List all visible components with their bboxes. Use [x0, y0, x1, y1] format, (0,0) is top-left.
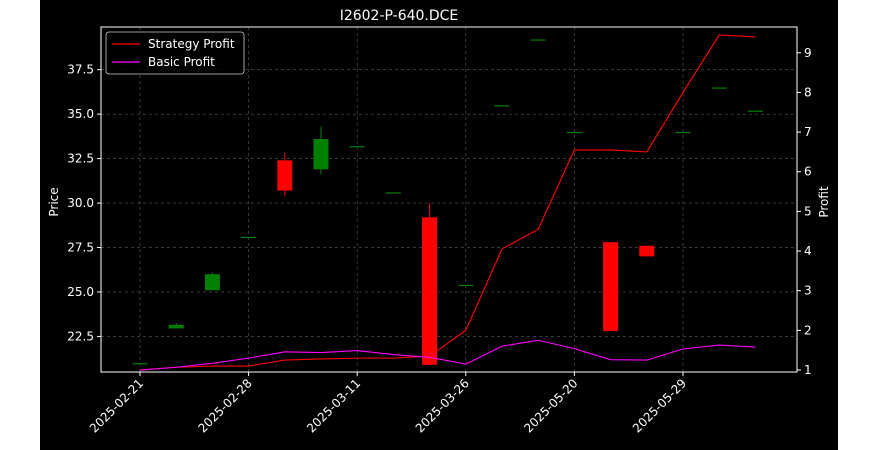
y-tick-label-right: 2: [804, 323, 812, 337]
y-tick-label-right: 7: [804, 125, 812, 139]
candle-body: [603, 242, 619, 332]
basic-profit-line: [139, 339, 756, 371]
candle-body: [639, 245, 655, 257]
y-tick-label-left: 37.5: [67, 63, 94, 77]
axes: 22.5 25.0 27.5 30.0 32.5 35.0 37.5 1 2 3 4 5 6 7 8 9 202…: [67, 46, 811, 436]
y-tick-label-right: 3: [804, 284, 812, 298]
candle-body: [530, 39, 546, 41]
candle-body: [494, 105, 510, 107]
candle-body: [711, 87, 727, 89]
candle-body: [675, 131, 691, 134]
y-tick-label-left: 30.0: [67, 196, 94, 210]
chart-svg: 22.5 25.0 27.5 30.0 32.5 35.0 37.5 1 2 3 4 5 6 7 8 9 202…: [47, 8, 831, 436]
profit-lines: [139, 34, 756, 371]
y-tick-label-left: 32.5: [67, 152, 94, 166]
plot-frame: [100, 26, 798, 373]
y-tick-label-right: 9: [804, 46, 812, 60]
y-tick-label-right: 5: [804, 204, 812, 218]
candle-body: [349, 146, 365, 148]
y-tick-label-right: 6: [804, 165, 812, 179]
y-tick-label-right: 8: [804, 85, 812, 99]
x-tick-label: 2025-05-20: [521, 376, 580, 435]
y-tick-label-left: 25.0: [67, 285, 94, 299]
y-tick-label-right: 4: [804, 244, 812, 258]
candle-body: [168, 324, 184, 329]
y-tick-label-left: 22.5: [67, 329, 94, 343]
candlesticks: [132, 39, 763, 365]
candle-body: [313, 139, 329, 170]
x-tick-label: 2025-05-29: [630, 376, 689, 435]
legend: Strategy Profit Basic Profit: [105, 31, 245, 75]
candle-body: [204, 274, 220, 291]
x-tick-label: 2025-03-11: [304, 376, 363, 435]
candle-body: [566, 131, 582, 134]
y-tick-label-left: 35.0: [67, 107, 94, 121]
chart-title: I2602-P-640.DCE: [340, 8, 459, 24]
y-tick-label-right: 1: [804, 363, 812, 377]
x-tick-label: 2025-03-26: [413, 376, 472, 435]
candle-body: [747, 110, 763, 112]
candle-body: [241, 236, 257, 239]
candle-body: [385, 192, 401, 194]
chart-figure: 22.5 25.0 27.5 30.0 32.5 35.0 37.5 1 2 3 4 5 6 7 8 9 202…: [40, 0, 838, 450]
candle-body: [458, 284, 474, 287]
y-axis-label-right: Profit: [817, 186, 831, 218]
x-tick-label: 2025-02-21: [87, 376, 146, 435]
legend-basic-label: Basic Profit: [148, 55, 215, 69]
candle-body: [422, 217, 438, 365]
x-tick-label: 2025-02-28: [196, 376, 255, 435]
candle-body: [277, 160, 293, 191]
legend-strategy-label: Strategy Profit: [148, 37, 235, 51]
y-tick-label-left: 27.5: [67, 241, 94, 255]
legend-box: [105, 31, 245, 75]
candle-body: [132, 363, 148, 365]
strategy-profit-line: [139, 34, 756, 371]
grid: [101, 27, 797, 372]
y-axis-label-left: Price: [47, 187, 61, 216]
